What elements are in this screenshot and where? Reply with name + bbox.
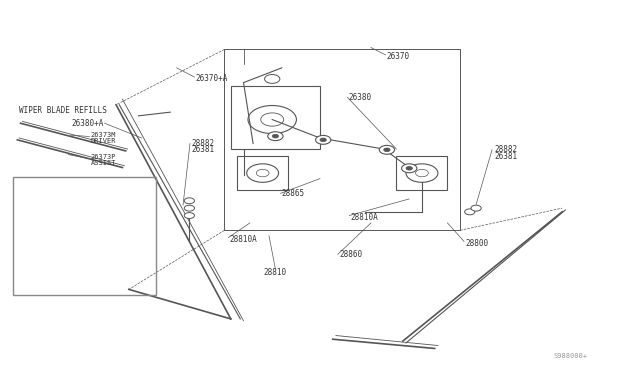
Circle shape bbox=[272, 134, 278, 138]
Text: 28865: 28865 bbox=[282, 189, 305, 198]
Text: 28810A: 28810A bbox=[351, 213, 378, 222]
Circle shape bbox=[320, 138, 326, 142]
Text: 26380+A: 26380+A bbox=[71, 119, 103, 128]
Circle shape bbox=[384, 148, 390, 152]
Circle shape bbox=[465, 209, 475, 215]
Circle shape bbox=[380, 145, 394, 154]
Text: 26370: 26370 bbox=[387, 52, 410, 61]
Text: 26381: 26381 bbox=[494, 152, 517, 161]
Text: 28800: 28800 bbox=[465, 239, 488, 248]
Circle shape bbox=[316, 135, 331, 144]
Text: 26373M: 26373M bbox=[91, 132, 116, 138]
Circle shape bbox=[406, 166, 412, 170]
Bar bbox=[237, 157, 288, 190]
Circle shape bbox=[401, 164, 417, 173]
Text: 26381: 26381 bbox=[191, 145, 214, 154]
Text: 28810: 28810 bbox=[264, 268, 287, 277]
Text: 26380: 26380 bbox=[349, 93, 372, 102]
Circle shape bbox=[184, 198, 195, 204]
Text: 26373P: 26373P bbox=[91, 154, 116, 160]
Text: ASSIST: ASSIST bbox=[91, 160, 116, 166]
Circle shape bbox=[184, 205, 195, 211]
Text: 28810A: 28810A bbox=[230, 235, 257, 244]
Text: 28860: 28860 bbox=[339, 250, 362, 259]
Text: DRIVER: DRIVER bbox=[91, 138, 116, 144]
Circle shape bbox=[471, 205, 481, 211]
Bar bbox=[231, 86, 320, 149]
Text: 26370+A: 26370+A bbox=[196, 74, 228, 83]
Circle shape bbox=[264, 74, 280, 83]
Text: 28882: 28882 bbox=[191, 139, 214, 148]
Circle shape bbox=[184, 212, 195, 218]
Text: S988000+: S988000+ bbox=[554, 353, 588, 359]
Bar bbox=[396, 157, 447, 190]
Text: WIPER BLADE REFILLS: WIPER BLADE REFILLS bbox=[19, 106, 107, 115]
Circle shape bbox=[268, 132, 283, 141]
Bar bbox=[13, 177, 156, 295]
Text: 28882: 28882 bbox=[494, 145, 517, 154]
